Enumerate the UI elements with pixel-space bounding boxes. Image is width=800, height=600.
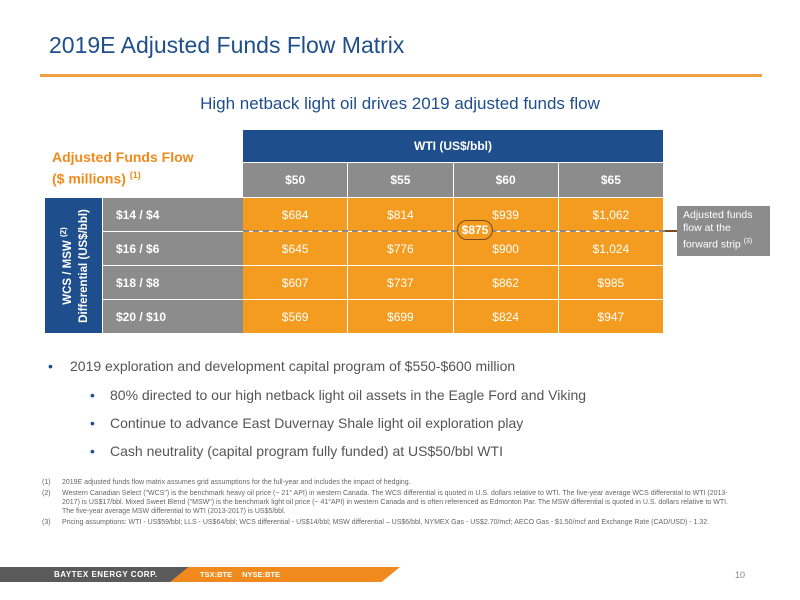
table-row: $684 $814 $939 $1,062 <box>243 198 663 231</box>
wti-price-header: $50 <box>243 163 348 197</box>
bullet-list: 2019 exploration and development capital… <box>48 358 748 471</box>
matrix-cell: $569 <box>243 300 348 333</box>
bullet-sub: 80% directed to our high netback light o… <box>48 387 748 403</box>
bullet-main: 2019 exploration and development capital… <box>48 358 748 374</box>
page-number: 10 <box>735 570 746 580</box>
ticker-tsx: TSX:BTE <box>200 570 233 579</box>
matrix-cell: $684 <box>243 198 348 231</box>
footnote-number: (2) <box>42 490 51 497</box>
bullet-sub: Cash neutrality (capital program fully f… <box>48 443 748 459</box>
matrix-cell: $737 <box>347 266 453 299</box>
ticker-bar: TSX:BTE NYSE:BTE <box>170 567 400 582</box>
forward-strip-dashed-connector <box>665 230 677 232</box>
bullet-sub: Continue to advance East Duvernay Shale … <box>48 415 748 431</box>
footnote-text: 2019E adjusted funds flow matrix assumes… <box>62 479 411 486</box>
callout-text: Adjusted funds flow at the forward strip <box>683 209 753 251</box>
differential-row-labels: $14 / $4 $16 / $6 $18 / $8 $20 / $10 <box>103 198 243 334</box>
matrix-cell: $645 <box>243 232 348 265</box>
title-divider <box>40 74 762 77</box>
row-label: $18 / $8 <box>103 266 243 299</box>
footnote-text: Western Canadian Select ("WCS") is the b… <box>62 490 729 515</box>
matrix-cell: $862 <box>452 266 558 299</box>
wti-price-header-row: $50 $55 $60 $65 <box>243 163 663 197</box>
matrix-cell: $947 <box>557 300 663 333</box>
footnote: (3) Pricing assumptions: WTI - US$59/bbl… <box>42 518 732 527</box>
footnote: (2) Western Canadian Select ("WCS") is t… <box>42 489 732 516</box>
row-group-label-ref: (2) <box>58 226 68 237</box>
matrix-cell: $824 <box>452 300 558 333</box>
footnote-text: Pricing assumptions: WTI - US$59/bbl; LL… <box>62 519 710 526</box>
funds-flow-matrix: $684 $814 $939 $1,062 $645 $776 $900 $1,… <box>243 198 663 334</box>
row-group-label-line1: WCS / MSW <box>61 239 74 305</box>
forward-strip-callout: Adjusted funds flow at the forward strip… <box>677 206 770 256</box>
footnote: (1) 2019E adjusted funds flow matrix ass… <box>42 478 732 487</box>
callout-ref: (3) <box>743 238 753 245</box>
forward-strip-dashed-line <box>243 230 665 232</box>
matrix-label-ref: (1) <box>129 170 141 180</box>
matrix-label-line2: ($ millions) <box>52 170 126 187</box>
matrix-cell: $1,062 <box>557 198 663 231</box>
footnote-number: (1) <box>42 479 51 486</box>
ticker-nyse: NYSE:BTE <box>242 570 281 579</box>
matrix-cell: $1,024 <box>557 232 663 265</box>
matrix-cell: $814 <box>347 198 453 231</box>
wti-column-group-header: WTI (US$/bbl) <box>243 130 663 162</box>
company-logo-bar: BAYTEX ENERGY CORP. <box>0 567 190 582</box>
matrix-label: Adjusted Funds Flow ($ millions) (1) <box>52 148 194 188</box>
matrix-cell: $776 <box>347 232 453 265</box>
row-label: $16 / $6 <box>103 232 243 265</box>
table-row: $645 $776 $900 $1,024 <box>243 232 663 265</box>
wti-price-header: $65 <box>557 163 663 197</box>
page-subtitle: High netback light oil drives 2019 adjus… <box>200 94 600 113</box>
row-label: $20 / $10 <box>103 300 243 333</box>
matrix-cell: $607 <box>243 266 348 299</box>
matrix-cell: $699 <box>347 300 453 333</box>
wti-price-header: $55 <box>347 163 453 197</box>
page-title: 2019E Adjusted Funds Flow Matrix <box>49 32 405 58</box>
table-row: $569 $699 $824 $947 <box>243 300 663 333</box>
wti-price-header: $60 <box>452 163 558 197</box>
matrix-label-line1: Adjusted Funds Flow <box>52 149 194 165</box>
footnote-number: (3) <box>42 519 51 526</box>
forward-strip-value-badge: $875 <box>457 220 493 240</box>
row-group-label-line2: Differential (US$/bbl) <box>77 208 90 323</box>
differential-row-group-label: WCS / MSW (2) Differential (US$/bbl) <box>45 198 102 333</box>
table-row: $607 $737 $862 $985 <box>243 266 663 299</box>
matrix-cell: $985 <box>557 266 663 299</box>
row-label: $14 / $4 <box>103 198 243 231</box>
footnotes: (1) 2019E adjusted funds flow matrix ass… <box>42 478 732 529</box>
